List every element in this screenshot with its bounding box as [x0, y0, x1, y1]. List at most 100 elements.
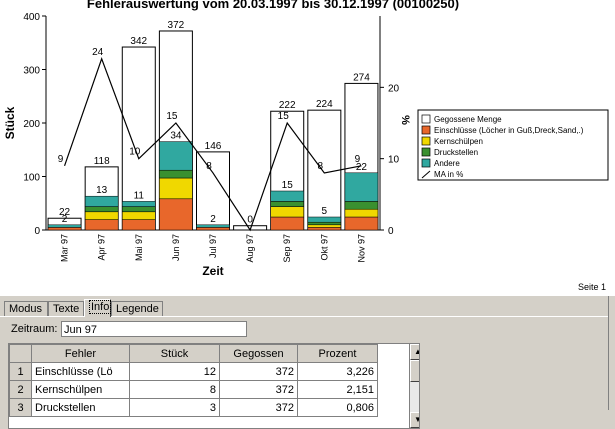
bar-segment	[159, 141, 193, 171]
bar-segment	[270, 201, 304, 207]
y2-axis-label: %	[399, 115, 411, 125]
bar-segment	[84, 195, 119, 207]
legend-swatch	[421, 158, 431, 168]
bar-segment	[47, 224, 82, 228]
column-header-fehler[interactable]: Fehler	[31, 344, 130, 363]
y-tick-label: 0	[34, 226, 40, 237]
cell-prozent[interactable]: 0,806	[297, 398, 378, 417]
bar-segment	[122, 219, 156, 231]
bar-segment	[196, 224, 230, 228]
row-number: 3	[9, 398, 32, 417]
line-label: 9	[58, 154, 64, 165]
bar-label: 146	[205, 141, 222, 152]
cell-stueck[interactable]: 3	[129, 398, 220, 417]
chart-area: Fehlerauswertung vom 20.03.1997 bis 30.1…	[0, 0, 615, 296]
x-tick-label: Aug 97	[245, 234, 255, 263]
legend-swatch	[421, 125, 431, 135]
cell-fehler[interactable]: Einschlüsse (Lö	[31, 362, 130, 381]
row-number: 2	[9, 380, 32, 399]
legend-swatch	[421, 114, 431, 124]
bar-segment	[159, 198, 193, 231]
column-header-gegossen[interactable]: Gegossen	[219, 344, 298, 363]
bar-segment	[270, 206, 304, 218]
legend-entry: Druckstellen	[434, 148, 478, 157]
scroll-down-icon[interactable]: ▼	[410, 412, 419, 428]
tab-legende[interactable]: Legende	[111, 301, 163, 316]
bar-label: 372	[168, 20, 185, 31]
bar-inner-label: 11	[134, 190, 145, 201]
cell-fehler[interactable]: Druckstellen	[31, 398, 130, 417]
cell-gegossen[interactable]: 372	[219, 380, 298, 399]
bar-segment	[84, 206, 119, 213]
line-label: 10	[129, 147, 141, 158]
legend-swatch	[421, 147, 431, 157]
table-row[interactable]: 2 Kernschülpen 8 372 2,151	[9, 380, 378, 399]
bar-segment	[196, 227, 230, 231]
bar-inner-label: 13	[96, 185, 108, 196]
cell-prozent[interactable]: 3,226	[297, 362, 378, 381]
legend-entry: Kernschülpen	[434, 137, 483, 146]
bar-segment	[344, 201, 379, 210]
cell-gegossen[interactable]: 372	[219, 362, 298, 381]
row-number-header	[9, 344, 32, 363]
bar-inner-label: 15	[282, 180, 294, 191]
bar-segment	[47, 227, 82, 231]
line-label: 15	[166, 111, 178, 122]
x-tick-label: Okt 97	[319, 234, 329, 261]
scroll-up-icon[interactable]: ▲	[410, 344, 419, 360]
bar-segment	[122, 206, 156, 213]
bar-label: 342	[130, 36, 147, 47]
x-tick-label: Apr 97	[97, 234, 107, 261]
tab-info[interactable]: Info	[84, 299, 112, 317]
bar-segment	[344, 216, 379, 231]
bar-segment	[307, 227, 342, 231]
line-label: 8	[318, 161, 324, 172]
bar-segment	[307, 224, 342, 228]
bar-label: 224	[316, 99, 333, 110]
bar-segment	[270, 190, 304, 202]
y-tick-label: 100	[23, 173, 40, 184]
cell-stueck[interactable]: 12	[129, 362, 220, 381]
row-number: 1	[9, 362, 32, 381]
table-row[interactable]: 3 Druckstellen 3 372 0,806	[9, 398, 378, 417]
tab-texte[interactable]: Texte	[48, 301, 84, 316]
cell-fehler[interactable]: Kernschülpen	[31, 380, 130, 399]
legend-entry: Andere	[434, 159, 460, 168]
column-header-stueck[interactable]: Stück	[129, 344, 220, 363]
bar-inner-label: 22	[356, 162, 368, 173]
zeitraum-label: Zeitraum:	[11, 323, 58, 335]
bar-segment	[122, 201, 156, 207]
table-row[interactable]: 1 Einschlüsse (Lö 12 372 3,226	[9, 362, 378, 381]
y-axis-label: Stück	[3, 106, 17, 139]
chart-title: Fehlerauswertung vom 20.03.1997 bis 30.1…	[87, 0, 459, 11]
bar-segment	[122, 211, 156, 220]
scroll-thumb[interactable]	[410, 360, 419, 382]
info-panel: Zeitraum: Jun 97 Fehler Stück Gegossen P…	[0, 316, 615, 429]
bar-segment	[84, 219, 119, 231]
zeitraum-field[interactable]: Jun 97	[61, 321, 247, 337]
x-tick-label: Sep 97	[282, 234, 292, 263]
bar-segment	[159, 169, 193, 179]
bar-inner-label: 2	[210, 214, 216, 225]
bar-segment	[307, 216, 342, 223]
cell-prozent[interactable]: 2,151	[297, 380, 378, 399]
legend-entry: MA in %	[434, 170, 463, 179]
cell-gegossen[interactable]: 372	[219, 398, 298, 417]
defect-chart: Fehlerauswertung vom 20.03.1997 bis 30.1…	[3, 0, 609, 292]
legend-line-marker	[421, 170, 431, 179]
tab-bar: Modus Texte Info Legende	[0, 299, 615, 317]
bar-inner-label: 34	[170, 131, 182, 142]
line-label: 24	[92, 47, 104, 58]
bar-label: 0	[247, 215, 253, 226]
bar-inner-label: 5	[322, 206, 328, 217]
bar-label: 22	[59, 207, 71, 218]
x-tick-label: Nov 97	[356, 234, 366, 263]
bar-label: 274	[353, 72, 370, 83]
cell-stueck[interactable]: 8	[129, 380, 220, 399]
column-header-prozent[interactable]: Prozent	[297, 344, 378, 363]
y2-tick-label: 0	[388, 226, 394, 237]
table-scrollbar[interactable]: ▲ ▼	[409, 344, 419, 428]
bar-label: 118	[94, 156, 110, 167]
tab-modus[interactable]: Modus	[4, 301, 48, 316]
page-label: Seite 1	[578, 282, 606, 292]
